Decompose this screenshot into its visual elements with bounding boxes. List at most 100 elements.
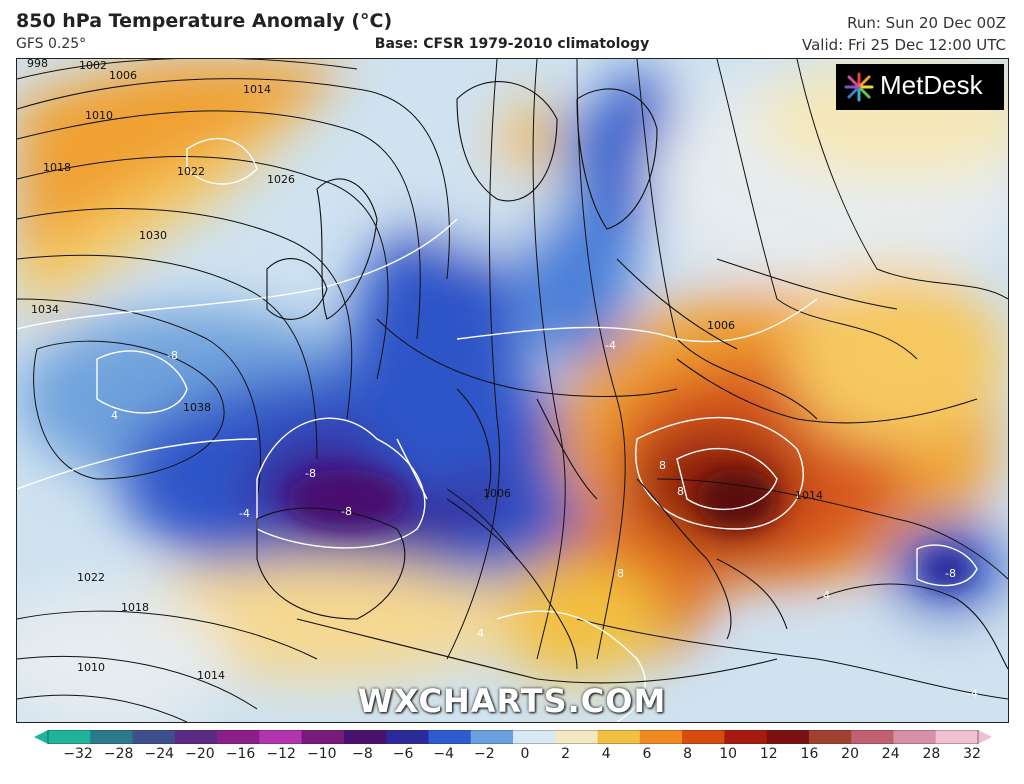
anomaly-core bbox=[287, 469, 972, 589]
anomaly-label: -8 bbox=[945, 567, 956, 580]
isobars bbox=[17, 59, 1008, 722]
colorbar-tick-label: 8 bbox=[683, 746, 692, 762]
colorbar-swatch bbox=[470, 730, 514, 744]
colorbar-tick-label: 32 bbox=[963, 746, 981, 762]
isobar-label: 1010 bbox=[85, 109, 113, 122]
colorbar-swatch bbox=[343, 730, 387, 744]
colorbar-tick-label: 12 bbox=[759, 746, 778, 762]
colorbar-tick-label: −6 bbox=[392, 746, 414, 762]
colorbar-swatch bbox=[808, 730, 852, 744]
isobar-label: 998 bbox=[27, 59, 48, 70]
colorbar-swatch bbox=[851, 730, 894, 744]
colorbar-swatch bbox=[513, 730, 556, 744]
isobar-label: 1010 bbox=[77, 661, 105, 674]
anomaly-label: 4 bbox=[111, 409, 118, 422]
colorbar-swatch bbox=[682, 730, 725, 744]
chart-title: 850 hPa Temperature Anomaly (°C) bbox=[16, 10, 393, 32]
isobar-label: 1002 bbox=[79, 59, 107, 72]
isobar-label: 1014 bbox=[197, 669, 225, 682]
anomaly-label: -4 bbox=[239, 507, 250, 520]
colorbar-tick-label: 10 bbox=[719, 746, 738, 762]
run-label: Run: Sun 20 Dec 00Z bbox=[847, 14, 1006, 32]
anomaly-label: 8 bbox=[659, 459, 666, 472]
colorbar-tick-label: 24 bbox=[881, 746, 900, 762]
anomaly-map[interactable]: 998 1002 1006 1010 1014 1018 1022 1026 1… bbox=[16, 58, 1009, 723]
isobar-label: 1014 bbox=[795, 489, 823, 502]
colorbar-tick-label: 20 bbox=[841, 746, 859, 762]
valid-label: Valid: Fri 25 Dec 12:00 UTC bbox=[802, 36, 1006, 54]
colorbar-swatch bbox=[301, 730, 345, 744]
isobar-labels: 998 1002 1006 1010 1014 1018 1022 1026 1… bbox=[27, 59, 823, 682]
metdesk-burst-icon bbox=[844, 72, 874, 102]
colorbar-tick-label: −28 bbox=[103, 746, 134, 762]
isobar-label: 1014 bbox=[243, 83, 271, 96]
colorbar-swatch bbox=[639, 730, 683, 744]
anomaly-contours bbox=[17, 138, 978, 722]
isobar-label: 1026 bbox=[267, 173, 295, 186]
colorbar-swatch bbox=[428, 730, 472, 744]
isobar-label: 1022 bbox=[77, 571, 105, 584]
anomaly-label: -4 bbox=[605, 339, 616, 352]
colorbar-tick-label: 6 bbox=[642, 746, 652, 762]
colorbar-swatches bbox=[48, 730, 979, 744]
anomaly-label: 8 bbox=[677, 485, 684, 498]
colorbar-swatch bbox=[90, 730, 134, 744]
colorbar-frame bbox=[47, 730, 979, 744]
colorbar-left-arrow-icon bbox=[34, 730, 48, 744]
colorbar-swatch bbox=[386, 730, 429, 744]
colorbar-swatch bbox=[935, 730, 979, 744]
colorbar-tick-label: −24 bbox=[144, 746, 175, 762]
colorbar-tick-label: −20 bbox=[185, 746, 215, 762]
isobar-label: 1038 bbox=[183, 401, 211, 414]
anomaly-label: -8 bbox=[341, 505, 352, 518]
metdesk-logo[interactable]: MetDesk bbox=[836, 64, 1004, 110]
colorbar-swatch bbox=[555, 730, 599, 744]
isobar-label: 1022 bbox=[177, 165, 205, 178]
isobar-label: 1006 bbox=[109, 69, 137, 82]
isobar-label: 1034 bbox=[31, 303, 59, 316]
colorbar-swatch bbox=[259, 730, 303, 744]
colorbar-tick-label: 2 bbox=[561, 746, 571, 762]
watermark: WXCHARTS.COM bbox=[357, 682, 667, 720]
colorbar-right-arrow-icon bbox=[978, 730, 992, 744]
anomaly-field bbox=[17, 59, 1008, 722]
colorbar-tick-label: 4 bbox=[601, 746, 611, 762]
logo-text: MetDesk bbox=[880, 70, 983, 100]
anomaly-labels: -8 -8 -8 4 -4 -4 4 8 8 8 -8 4 -4 bbox=[111, 339, 978, 700]
colorbar-swatch bbox=[174, 730, 218, 744]
isobar-label: 1018 bbox=[121, 601, 149, 614]
anomaly-label: -4 bbox=[967, 687, 978, 700]
colorbar-tick-label: −16 bbox=[225, 746, 256, 762]
anomaly-label: 4 bbox=[477, 627, 484, 640]
colorbar-tick-label: 16 bbox=[800, 746, 819, 762]
colorbar-swatch bbox=[48, 730, 91, 744]
colorbar-tick-label: 28 bbox=[922, 746, 941, 762]
colorbar-swatch bbox=[217, 730, 260, 744]
colorbar-swatch bbox=[766, 730, 810, 744]
isobar-label: 1006 bbox=[707, 319, 735, 332]
base-label: Base: CFSR 1979-2010 climatology bbox=[374, 36, 650, 52]
colorbar-tick-label: −8 bbox=[352, 746, 373, 762]
colorbar-tick-label: 0 bbox=[520, 746, 530, 762]
isobar-label: 1006 bbox=[483, 487, 511, 500]
anomaly-label: 4 bbox=[823, 589, 830, 602]
colorbar-swatch bbox=[724, 730, 768, 744]
map-canvas: 998 1002 1006 1010 1014 1018 1022 1026 1… bbox=[17, 59, 1008, 722]
colorbar-tick-label: −32 bbox=[63, 746, 93, 762]
isobar-label: 1030 bbox=[139, 229, 167, 242]
model-label: GFS 0.25° bbox=[16, 36, 87, 52]
coastlines bbox=[256, 81, 1008, 684]
anomaly-label: -8 bbox=[305, 467, 316, 480]
colorbar-swatch bbox=[597, 730, 641, 744]
anomaly-label: 8 bbox=[617, 567, 624, 580]
chart-header: 850 hPa Temperature Anomaly (°C) GFS 0.2… bbox=[0, 0, 1024, 58]
colorbar-tick-label: −2 bbox=[474, 746, 495, 762]
colorbar-swatch bbox=[893, 730, 937, 744]
colorbar-swatch bbox=[132, 730, 176, 744]
colorbar-tick-label: −4 bbox=[433, 746, 455, 762]
anomaly-label: -8 bbox=[167, 349, 178, 362]
colorbar-tick-label: −12 bbox=[266, 746, 296, 762]
isobar-label: 1018 bbox=[43, 161, 71, 174]
colorbar-ticks: −32 −28 −24 −20 −16 −12 −10 −8 −6 −4 −2 0 2 4 6 8 10 12 16… bbox=[0, 746, 1024, 770]
colorbar bbox=[34, 730, 992, 744]
